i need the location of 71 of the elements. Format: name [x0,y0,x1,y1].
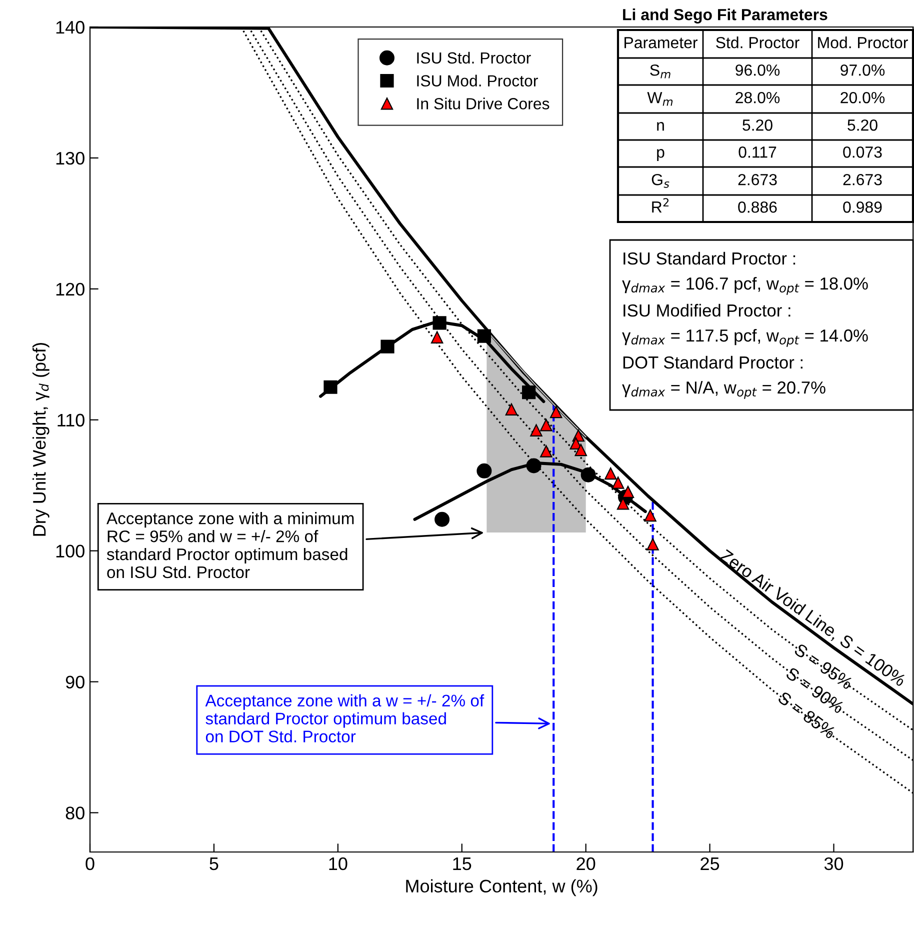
x-tick-label: 5 [210,858,218,870]
point [580,467,596,482]
annotation: 0.073 [843,146,882,158]
point [522,386,536,400]
annotation: 2.673 [738,174,777,186]
x-tick-label: 10 [329,857,348,870]
annotation: Acceptance zone with a w = +/- 2% of standard Proctor optimum based on DOT Std. Proctor [205,694,484,742]
annotation: 96.0% [736,64,780,76]
annotation: Acceptance zone with a minimum RC = 95% and w = +/- 2% of standard Proctor optimum based on ISU Std. Proctor [106,512,354,578]
point [622,486,634,498]
point [324,380,338,394]
point [434,512,450,527]
annotation: γ$_{dmax}$ = 106.7 pcf, w$_{opt}$ = 18.0% [622,276,868,295]
y-tick-label: 120 [56,282,84,296]
annotation: p [657,149,664,161]
annotation: γ$_{dmax}$ = N/A, w$_{opt}$ = 20.7% [622,380,826,399]
point [604,467,617,480]
annotation: Parameter [624,37,698,48]
text: Li and Sego Fit Parameters [623,8,828,24]
point [616,498,630,510]
x-tick-label: 15 [453,858,472,870]
point [644,509,656,522]
point [476,463,492,478]
annotation: W$_{m}$ [647,92,673,106]
annotation: 20.0% [840,92,885,104]
annotation: ISU Modified Proctor : [624,304,790,317]
legend-label: In Situ Drive Cores [417,98,550,110]
annotation: 2.673 [843,174,882,186]
y-tick-label: 90 [66,676,84,688]
point [540,445,552,458]
y-tick-label: 130 [56,152,84,165]
annotation: Mod. Proctor [818,36,908,48]
annotation: 0.989 [843,201,882,213]
point [540,418,552,432]
point [432,316,446,330]
annotation: R$^{2}$ [652,198,669,213]
point [550,406,562,418]
y-tick-label: 110 [58,414,84,427]
x-tick-label: 30 [824,857,844,870]
point [505,403,518,416]
x-tick-label: 0 [86,857,94,870]
annotation: 5.20 [848,119,878,131]
annotation: G$_{s}$ [652,174,670,188]
annotation: 0.886 [738,201,777,213]
legend-label: ISU Mod. Proctor [417,74,538,86]
point [612,476,624,489]
x-tick-label: 25 [700,857,720,870]
y-tick-label: 140 [56,20,84,34]
point [646,538,659,550]
annotation: n [657,122,664,131]
annotation: 5.20 [742,119,772,131]
annotation: DOT Standard Proctor : [623,356,802,369]
legend-label: ISU Std. Proctor [417,52,531,64]
annotation: S$_{m}$ [650,64,670,78]
annotation: 97.0% [840,64,885,76]
annotation: Std. Proctor [716,36,800,48]
point [380,340,394,354]
point [530,424,542,436]
annotation: 0.117 [738,146,776,158]
point [574,444,587,456]
point [526,458,542,474]
annotation: 28.0% [736,92,780,104]
point [430,331,444,344]
x-axis-title: Moisture Content, w (%) [406,879,598,896]
annotation: ISU Standard Proctor : [624,252,796,265]
y-tick-label: 80 [66,806,84,820]
y-axis-title: Dry Unit Weight, γ$_{d}$ (pcf) [32,343,50,536]
point [477,329,491,343]
y-tick-label: 100 [56,544,84,558]
annotation: γ$_{dmax}$ = 117.5 pcf, w$_{opt}$ = 14.0% [622,328,868,347]
x-tick-label: 20 [576,857,596,870]
